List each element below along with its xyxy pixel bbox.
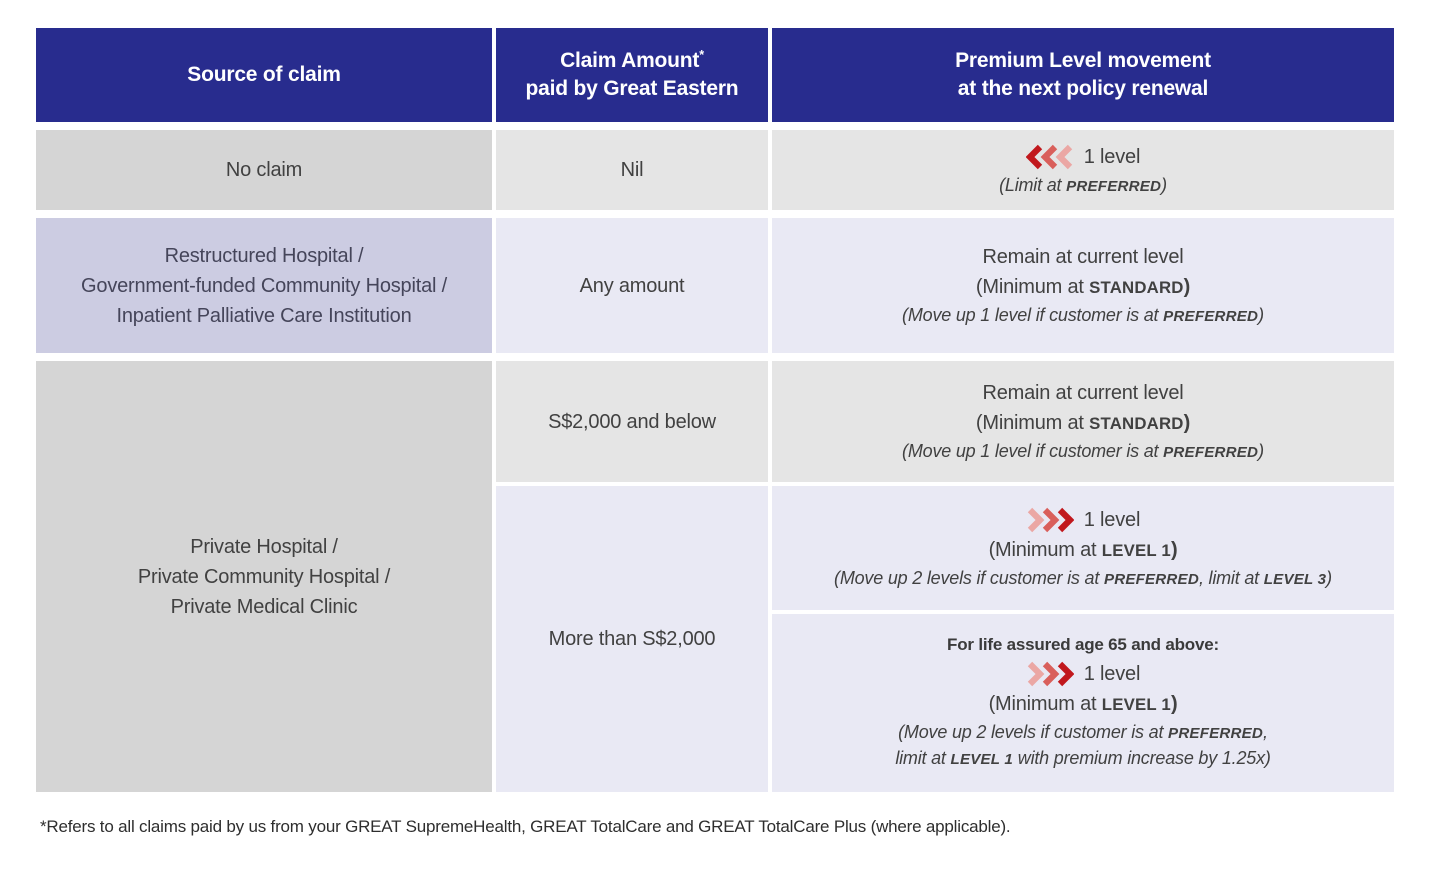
no-claim-label: No claim bbox=[225, 159, 303, 181]
remain-current-level-line: Remain at current level bbox=[982, 246, 1184, 269]
cell-restructured-amount: Any amount bbox=[496, 218, 768, 353]
private-source-line2: Private Community Hospital / bbox=[137, 565, 391, 588]
header-source-of-claim: Source of claim bbox=[36, 28, 492, 122]
move-up-2-levels-note-line2: limit at LEVEL 1 with premium increase b… bbox=[895, 748, 1271, 768]
restructured-source-line3: Inpatient Palliative Care Institution bbox=[116, 304, 412, 327]
row-group-private-hospital: Private Hospital / Private Community Hos… bbox=[36, 361, 1394, 792]
row-restructured-hospital: Restructured Hospital / Government-funde… bbox=[36, 218, 1394, 353]
triple-chevron-right-icon bbox=[1027, 507, 1074, 533]
table-header-row: Source of claim Claim Amount* paid by Gr… bbox=[36, 28, 1394, 122]
limit-note: (Limit at PREFERRED) bbox=[999, 174, 1167, 195]
asterisk-marker: * bbox=[699, 47, 704, 62]
cell-restructured-source: Restructured Hospital / Government-funde… bbox=[36, 218, 492, 353]
private-source-line3: Private Medical Clinic bbox=[170, 595, 358, 618]
header-claim-amount-line2: paid by Great Eastern bbox=[525, 77, 739, 100]
cell-no-claim-amount: Nil bbox=[496, 130, 768, 210]
footnote-claims-definition: *Refers to all claims paid by us from yo… bbox=[40, 817, 1011, 836]
header-premium-movement: Premium Level movement at the next polic… bbox=[772, 28, 1394, 122]
up-one-level-line: 1 level bbox=[1026, 505, 1140, 535]
cell-movement-more-2000-all-ages: 1 level (Minimum at LEVEL 1) (Move up 2 … bbox=[772, 486, 1394, 610]
preferred-keyword: PREFERRED bbox=[1168, 724, 1264, 742]
cell-no-claim-movement: 1 level (Limit at PREFERRED) bbox=[772, 130, 1394, 210]
move-up-note: (Move up 1 level if customer is at PREFE… bbox=[902, 441, 1264, 462]
minimum-level1-line: (Minimum at LEVEL 1) bbox=[988, 692, 1178, 715]
preferred-keyword: PREFERRED bbox=[1163, 308, 1259, 326]
restructured-source-line2: Government-funded Community Hospital / bbox=[81, 274, 447, 297]
nil-label: Nil bbox=[620, 159, 644, 181]
level1-keyword: LEVEL 1 bbox=[1101, 540, 1171, 560]
cell-movement-more-2000-age65: For life assured age 65 and above: 1 lev… bbox=[772, 614, 1394, 792]
cell-amount-2000-below: S$2,000 and below bbox=[496, 361, 768, 482]
private-amount-column: S$2,000 and below More than S$2,000 bbox=[496, 361, 768, 792]
any-amount-label: Any amount bbox=[579, 274, 685, 297]
triple-chevron-right-icon bbox=[1027, 661, 1074, 687]
header-premium-movement-line2: at the next policy renewal bbox=[957, 77, 1209, 100]
private-group-right: S$2,000 and below More than S$2,000 Rema… bbox=[496, 361, 1394, 792]
header-premium-movement-line1: Premium Level movement bbox=[955, 48, 1211, 72]
level3-keyword: LEVEL 3 bbox=[1263, 570, 1327, 588]
preferred-keyword: PREFERRED bbox=[1103, 570, 1199, 588]
level1-keyword: LEVEL 1 bbox=[1101, 694, 1171, 714]
move-up-note: (Move up 1 level if customer is at PREFE… bbox=[902, 305, 1264, 326]
restructured-source-line1: Restructured Hospital / bbox=[164, 244, 364, 267]
cell-no-claim-source: No claim bbox=[36, 130, 492, 210]
amount-2000-below-label: S$2,000 and below bbox=[548, 410, 716, 433]
move-up-2-levels-note-line1: (Move up 2 levels if customer is at PREF… bbox=[898, 721, 1268, 742]
cell-private-source: Private Hospital / Private Community Hos… bbox=[36, 361, 492, 792]
private-movement-column: Remain at current level (Minimum at STAN… bbox=[772, 361, 1394, 792]
level-change-text: 1 level bbox=[1083, 662, 1141, 685]
claims-premium-table: Source of claim Claim Amount* paid by Gr… bbox=[36, 28, 1394, 792]
preferred-keyword: PREFERRED bbox=[1163, 444, 1259, 462]
cell-amount-more-2000: More than S$2,000 bbox=[496, 486, 768, 792]
standard-keyword: STANDARD bbox=[1089, 414, 1184, 434]
minimum-standard-line: (Minimum at STANDARD) bbox=[975, 276, 1191, 299]
down-one-level-line: 1 level bbox=[1025, 142, 1141, 172]
move-up-2-levels-note: (Move up 2 levels if customer is at PREF… bbox=[834, 567, 1332, 588]
header-claim-amount: Claim Amount* paid by Great Eastern bbox=[496, 28, 768, 122]
triple-chevron-left-icon bbox=[1025, 144, 1072, 170]
row-no-claim: No claim Nil 1 level (Limit at PREFERRED… bbox=[36, 130, 1394, 210]
private-source-line1: Private Hospital / bbox=[190, 535, 338, 558]
cell-restructured-movement: Remain at current level (Minimum at STAN… bbox=[772, 218, 1394, 353]
minimum-level1-line: (Minimum at LEVEL 1) bbox=[988, 538, 1178, 561]
up-one-level-line: 1 level bbox=[1026, 659, 1140, 689]
header-claim-amount-line1: Claim Amount* bbox=[560, 47, 704, 72]
level-change-text: 1 level bbox=[1083, 145, 1141, 168]
header-source-label: Source of claim bbox=[187, 62, 341, 86]
age65-heading: For life assured age 65 and above: bbox=[947, 634, 1219, 654]
level-change-text: 1 level bbox=[1083, 508, 1141, 531]
remain-current-level-line: Remain at current level bbox=[982, 382, 1184, 405]
amount-more-2000-label: More than S$2,000 bbox=[548, 628, 716, 650]
cell-movement-2000-below: Remain at current level (Minimum at STAN… bbox=[772, 361, 1394, 482]
level1-keyword: LEVEL 1 bbox=[950, 751, 1013, 768]
standard-keyword: STANDARD bbox=[1089, 278, 1184, 298]
preferred-keyword: PREFERRED bbox=[1066, 177, 1162, 195]
minimum-standard-line: (Minimum at STANDARD) bbox=[975, 412, 1191, 435]
